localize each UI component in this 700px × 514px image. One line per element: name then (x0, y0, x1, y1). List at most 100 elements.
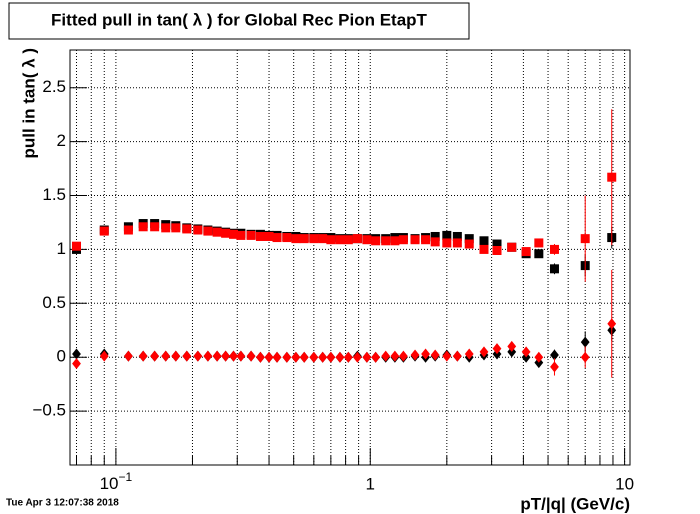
square-marker (299, 234, 309, 244)
x-tick-base: 10 (100, 474, 119, 493)
square-marker (464, 234, 474, 244)
square-marker (229, 229, 239, 239)
x-tick-label: 1 (366, 474, 375, 493)
diamond-marker (212, 350, 222, 362)
diamond-marker (171, 350, 181, 362)
square-marker (362, 235, 372, 245)
chart-title: Fitted pull in tan( λ ) for Global Rec P… (51, 10, 428, 29)
y-axis-label: pull in tan( λ ) (19, 48, 38, 159)
diamond-marker (399, 350, 408, 362)
plot-frame (69, 49, 631, 466)
diamond-marker (272, 351, 282, 363)
square-marker (479, 244, 489, 254)
diamond-marker (99, 350, 109, 362)
y-tick-label: 0 (57, 347, 66, 366)
square-marker (150, 222, 160, 232)
square-marker (507, 242, 517, 252)
square-marker (318, 234, 328, 244)
square-marker (326, 235, 336, 245)
diamond-marker (124, 350, 133, 362)
diamond-marker (442, 350, 452, 362)
diamond-marker (256, 351, 265, 363)
square-marker (421, 235, 431, 245)
diamond-marker (72, 358, 81, 370)
diamond-marker (534, 351, 544, 363)
diamond-marker (182, 350, 192, 362)
y-tick-label: 2.5 (42, 77, 66, 96)
diamond-marker (335, 351, 345, 363)
square-marker (607, 172, 617, 182)
diamond-marker (161, 350, 171, 362)
square-marker (335, 235, 345, 245)
square-marker (203, 226, 213, 236)
square-marker (99, 226, 109, 236)
square-marker (430, 231, 440, 241)
square-marker (580, 234, 590, 244)
square-marker (309, 234, 319, 244)
diamond-marker (390, 350, 400, 362)
square-marker (534, 249, 544, 259)
square-marker (291, 234, 301, 244)
diamond-marker (138, 350, 148, 362)
plot-area: 10−1 1 10−0.500.511.522.5 (32, 49, 634, 493)
diamond-marker (430, 349, 440, 361)
diamond-marker (309, 351, 319, 363)
diamond-marker (203, 350, 213, 362)
square-marker (381, 236, 391, 246)
y-tick-label: −0.5 (32, 401, 66, 420)
square-marker (410, 235, 420, 245)
diamond-marker (72, 348, 81, 360)
diamond-marker (521, 346, 531, 358)
diamond-marker (607, 318, 617, 330)
square-marker (464, 239, 474, 249)
footer: Tue Apr 3 12:07:38 2018 (6, 498, 119, 509)
diamond-marker (410, 349, 420, 361)
x-axis-label: pT/|q| (GeV/c) (520, 494, 630, 513)
square-marker (452, 238, 462, 248)
square-marker (521, 247, 531, 257)
x-tick-exponent: −1 (119, 470, 133, 484)
y-tick-label: 0.5 (42, 293, 66, 312)
square-marker (430, 237, 440, 247)
square-marker (492, 239, 502, 249)
y-tick-label: 1.5 (42, 185, 66, 204)
square-marker (343, 235, 353, 245)
square-marker (212, 227, 222, 237)
square-marker (282, 233, 292, 243)
diamond-marker (299, 351, 309, 363)
diamond-marker (282, 351, 292, 363)
square-marker (272, 233, 282, 243)
x-tick-label: 10 (615, 474, 634, 493)
diamond-marker (326, 351, 336, 363)
square-marker (549, 244, 559, 254)
square-marker (371, 236, 381, 246)
square-marker (246, 230, 256, 240)
diamond-marker (343, 351, 353, 363)
square-marker (398, 235, 408, 245)
square-marker (390, 236, 400, 246)
square-marker (236, 230, 246, 240)
diamond-marker (580, 336, 590, 348)
diamond-marker (371, 351, 381, 363)
square-marker (171, 223, 181, 233)
title-box (8, 2, 470, 40)
diamond-marker (150, 350, 160, 362)
square-marker (123, 225, 133, 235)
square-marker (182, 224, 192, 234)
square-marker (255, 231, 265, 241)
diamond-marker (550, 349, 559, 361)
diamond-marker (362, 351, 372, 363)
square-marker (71, 241, 81, 251)
square-marker (193, 225, 203, 235)
diamond-marker (452, 350, 462, 362)
diamond-marker (236, 350, 246, 362)
square-marker (452, 231, 462, 241)
x-tick-label: 10−1 (100, 470, 133, 493)
diamond-marker (352, 351, 362, 363)
square-marker (492, 245, 502, 255)
y-tick-label: 2 (57, 131, 66, 150)
square-marker (442, 230, 452, 240)
diamond-marker (291, 351, 301, 363)
